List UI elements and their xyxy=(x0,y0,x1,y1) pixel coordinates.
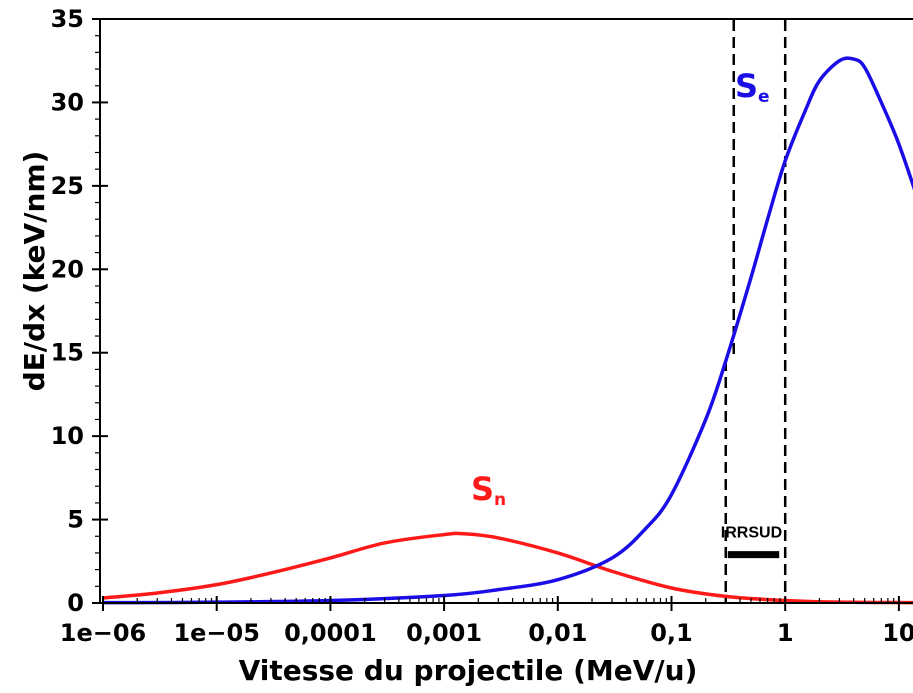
x-tick-label: 0,1 xyxy=(650,619,693,647)
series-layer: Sn Se xyxy=(102,56,913,605)
y-tick-label: 25 xyxy=(51,172,84,200)
x-axis-title: Vitesse du projectile (MeV/u) xyxy=(239,654,698,687)
y-tick-label: 0 xyxy=(67,589,84,617)
x-tick-label: 0,01 xyxy=(528,619,587,647)
y-tick-label: 5 xyxy=(67,506,84,534)
y-tick-label: 35 xyxy=(51,5,84,33)
series-line-n xyxy=(102,531,913,605)
y-tick-label: 15 xyxy=(51,339,84,367)
x-tick-label: 0,0001 xyxy=(284,619,377,647)
x-tick-label: 1e−06 xyxy=(60,619,146,647)
y-axis-title: dE/dx (keV/nm) xyxy=(18,151,51,392)
series-line-e xyxy=(102,56,913,605)
x-tick-label: 10 xyxy=(882,619,913,647)
se-series-label: Se xyxy=(735,67,770,107)
irrsud-label: IRRSUD xyxy=(721,525,782,542)
x-tick-label: 1e−05 xyxy=(173,619,259,647)
annotation-layer: IRRSUD xyxy=(721,20,787,603)
x-tick-label: 1 xyxy=(777,619,794,647)
y-tick-label: 10 xyxy=(51,422,84,450)
x-tick-label: 0,001 xyxy=(406,619,482,647)
sn-series-label: Sn xyxy=(471,470,506,510)
axis-layer: 0 5 10 15 20 25 30 35 1e−06 1e−05 0,0001 0,001 0,01 0… xyxy=(51,5,913,647)
y-tick-label: 20 xyxy=(51,255,84,283)
y-tick-label: 30 xyxy=(51,88,84,116)
